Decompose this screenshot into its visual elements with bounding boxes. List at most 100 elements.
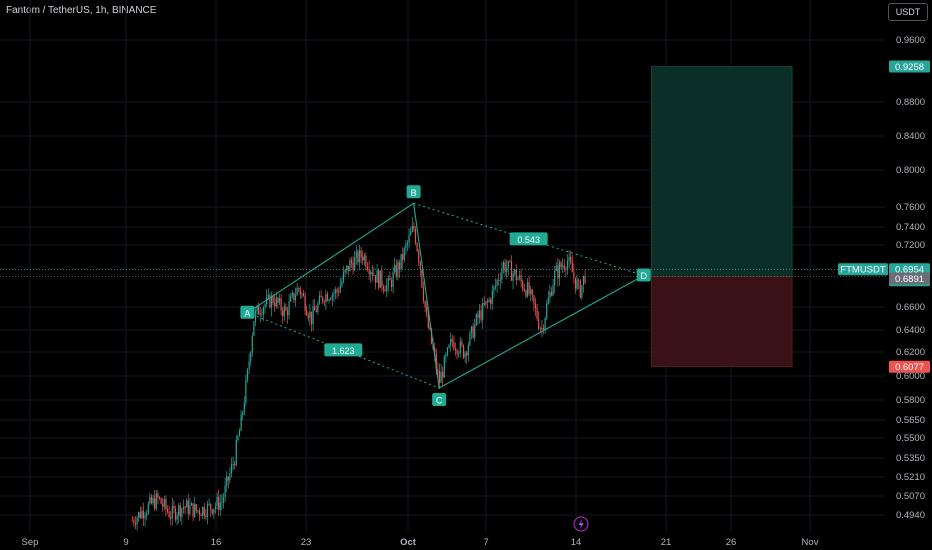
candle-body [576, 280, 578, 289]
candle-body [339, 285, 341, 293]
candle-body [179, 505, 181, 517]
candle-body [320, 295, 322, 298]
candle-body [555, 265, 557, 271]
candle-body [469, 332, 471, 346]
candle-body [434, 348, 436, 354]
candle-body [422, 287, 425, 301]
candle-body [314, 306, 316, 311]
candle-body [136, 517, 138, 525]
candle-body [283, 306, 285, 317]
candle-body [246, 369, 249, 380]
candle-body [440, 372, 442, 383]
candle-body [269, 294, 271, 308]
candle-body [459, 341, 461, 354]
candle-body [445, 354, 447, 357]
candle-body [523, 289, 525, 291]
lightning-bolt-ring [573, 516, 589, 532]
price-tick-label: 0.5210 [896, 472, 925, 483]
candle-body [418, 250, 420, 262]
profit-zone [651, 66, 793, 277]
candle-body [366, 266, 369, 270]
candle-body [379, 270, 381, 288]
candle-body [298, 287, 300, 289]
candle-body [342, 272, 345, 282]
candle-body [254, 311, 257, 322]
candle-body [213, 508, 215, 514]
candle-body [226, 476, 228, 486]
candle-body [165, 499, 167, 510]
candle-body [458, 353, 460, 354]
candle-body [211, 509, 213, 514]
candle-body [416, 243, 418, 251]
candle-body [187, 500, 189, 514]
price-tick-label: 0.5500 [896, 433, 925, 444]
candle-body [141, 511, 143, 518]
candle-body [198, 510, 201, 515]
candle-body [235, 439, 237, 466]
candle-body [451, 339, 453, 342]
price-tick-label: 0.6600 [896, 302, 925, 313]
currency-button[interactable]: USDT [888, 3, 928, 21]
price-tick-label: 0.5650 [896, 415, 925, 426]
candle-body [510, 261, 513, 281]
candle-body [147, 503, 149, 514]
candle-body [323, 301, 325, 303]
candle-body [206, 503, 209, 517]
candle-body [139, 512, 141, 518]
candle-body [282, 310, 284, 317]
candle-body [224, 485, 226, 498]
candle-body [477, 314, 479, 318]
candle-body [160, 498, 162, 504]
candle-body [142, 511, 145, 519]
candle-body [250, 352, 252, 362]
price-axis: 0.9600 0.8800 0.8400 0.8000 0.7600 0.7400 0.72… [896, 35, 925, 521]
candle-body [176, 515, 178, 520]
lightning-bolt-icon[interactable] [573, 516, 589, 532]
candle-body [581, 285, 583, 298]
candle-body [538, 318, 540, 329]
candle-body [466, 352, 468, 356]
candle-body [277, 297, 279, 303]
pattern-label-d-bg [636, 268, 651, 282]
candle-body [494, 285, 497, 287]
candle-body [174, 508, 177, 520]
candle-body [131, 520, 133, 522]
symbol-price-tag: FTMUSDT [840, 265, 886, 276]
time-tick-label: Oct [400, 537, 417, 548]
candle-body [309, 311, 311, 318]
candle-body [554, 270, 556, 286]
candle-body [578, 280, 580, 282]
candle-body [506, 267, 508, 273]
candle-body [280, 298, 282, 311]
candle-body [450, 339, 452, 345]
candle-body [310, 311, 313, 325]
candle-body [322, 297, 324, 302]
candle-body [456, 350, 458, 354]
candle-body [454, 349, 457, 351]
candle-body [294, 295, 297, 301]
candle-body [301, 293, 303, 295]
candle-body [565, 268, 567, 270]
candle-body [530, 289, 532, 294]
candle-body [542, 327, 545, 330]
candlesticks [131, 217, 586, 531]
candle-body [493, 286, 495, 291]
candle-body [197, 510, 199, 512]
candle-body [414, 229, 417, 244]
candle-body [403, 248, 405, 260]
candle-body [525, 290, 527, 297]
candle-body [150, 496, 153, 504]
ratio-label-ac-bg [324, 343, 363, 357]
candle-body [205, 515, 207, 517]
candle-body [410, 231, 412, 236]
candle-body [491, 290, 493, 304]
candle-body [133, 520, 135, 524]
candle-body [475, 314, 477, 325]
candle-body [464, 352, 466, 358]
stop-price-tag-bg [889, 360, 930, 373]
candle-body [378, 270, 380, 288]
candle-body [520, 275, 522, 282]
candle-body [539, 328, 541, 330]
